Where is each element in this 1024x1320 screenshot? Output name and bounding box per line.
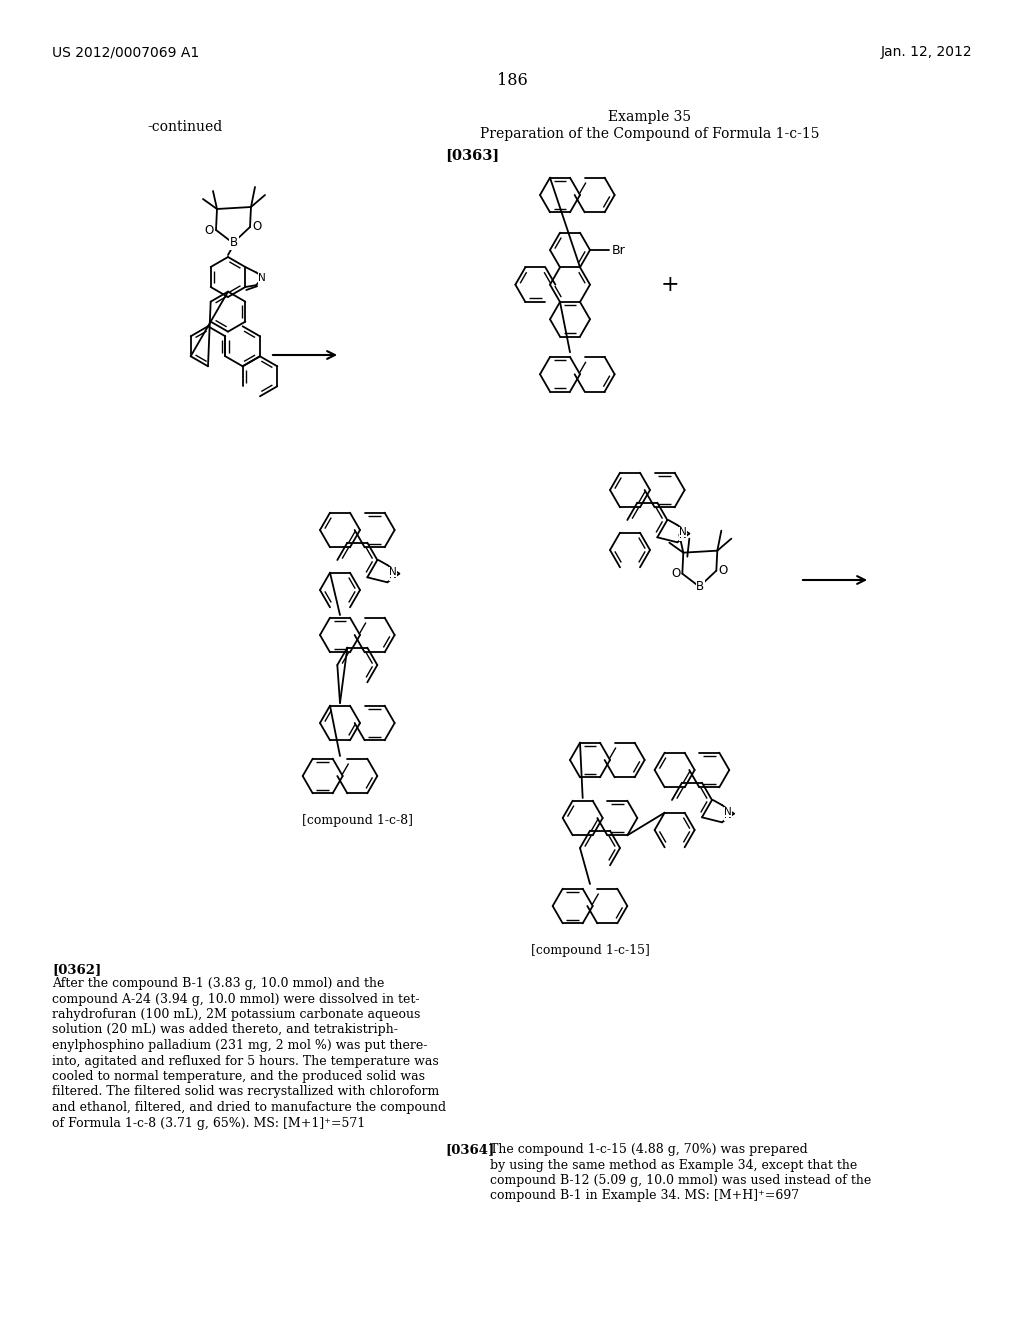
Text: N: N	[389, 570, 397, 581]
Text: compound B-1 in Example 34. MS: [M+H]⁺=697: compound B-1 in Example 34. MS: [M+H]⁺=6…	[490, 1189, 799, 1203]
Text: [0362]: [0362]	[52, 964, 101, 975]
Text: N: N	[724, 807, 732, 817]
Text: The compound 1-c-15 (4.88 g, 70%) was prepared: The compound 1-c-15 (4.88 g, 70%) was pr…	[490, 1143, 808, 1156]
Text: [0363]: [0363]	[445, 148, 500, 162]
Text: [compound 1-c-15]: [compound 1-c-15]	[530, 944, 649, 957]
Text: cooled to normal temperature, and the produced solid was: cooled to normal temperature, and the pr…	[52, 1071, 425, 1082]
Text: -continued: -continued	[147, 120, 222, 135]
Text: Br: Br	[612, 243, 626, 256]
Text: Jan. 12, 2012: Jan. 12, 2012	[881, 45, 972, 59]
Text: O: O	[671, 568, 680, 581]
Text: O: O	[205, 223, 214, 236]
Text: of Formula 1-c-8 (3.71 g, 65%). MS: [M+1]⁺=571: of Formula 1-c-8 (3.71 g, 65%). MS: [M+1…	[52, 1117, 366, 1130]
Text: N: N	[258, 273, 266, 284]
Text: B: B	[696, 581, 705, 593]
Text: into, agitated and refluxed for 5 hours. The temperature was: into, agitated and refluxed for 5 hours.…	[52, 1055, 438, 1068]
Text: filtered. The filtered solid was recrystallized with chloroform: filtered. The filtered solid was recryst…	[52, 1085, 439, 1098]
Text: O: O	[718, 564, 728, 577]
Text: N: N	[679, 527, 687, 537]
Text: After the compound B-1 (3.83 g, 10.0 mmol) and the: After the compound B-1 (3.83 g, 10.0 mmo…	[52, 977, 384, 990]
Text: Preparation of the Compound of Formula 1-c-15: Preparation of the Compound of Formula 1…	[480, 127, 820, 141]
Text: 186: 186	[497, 73, 527, 88]
Text: and ethanol, filtered, and dried to manufacture the compound: and ethanol, filtered, and dried to manu…	[52, 1101, 446, 1114]
Text: B: B	[230, 236, 238, 249]
Text: N: N	[679, 531, 687, 540]
Text: [0364]: [0364]	[445, 1143, 495, 1156]
Text: compound B-12 (5.09 g, 10.0 mmol) was used instead of the: compound B-12 (5.09 g, 10.0 mmol) was us…	[490, 1173, 871, 1187]
Text: N: N	[389, 568, 397, 577]
Text: solution (20 mL) was added thereto, and tetrakistriph-: solution (20 mL) was added thereto, and …	[52, 1023, 398, 1036]
Text: compound A-24 (3.94 g, 10.0 mmol) were dissolved in tet-: compound A-24 (3.94 g, 10.0 mmol) were d…	[52, 993, 420, 1006]
Text: enylphosphino palladium (231 mg, 2 mol %) was put there-: enylphosphino palladium (231 mg, 2 mol %…	[52, 1039, 427, 1052]
Text: O: O	[252, 220, 261, 234]
Text: rahydrofuran (100 mL), 2M potassium carbonate aqueous: rahydrofuran (100 mL), 2M potassium carb…	[52, 1008, 421, 1020]
Text: N: N	[724, 810, 732, 820]
Text: US 2012/0007069 A1: US 2012/0007069 A1	[52, 45, 200, 59]
Text: [compound 1-c-8]: [compound 1-c-8]	[302, 814, 413, 828]
Text: +: +	[660, 273, 679, 296]
Text: by using the same method as Example 34, except that the: by using the same method as Example 34, …	[490, 1159, 857, 1172]
Text: N: N	[258, 275, 266, 284]
Text: Example 35: Example 35	[608, 110, 691, 124]
